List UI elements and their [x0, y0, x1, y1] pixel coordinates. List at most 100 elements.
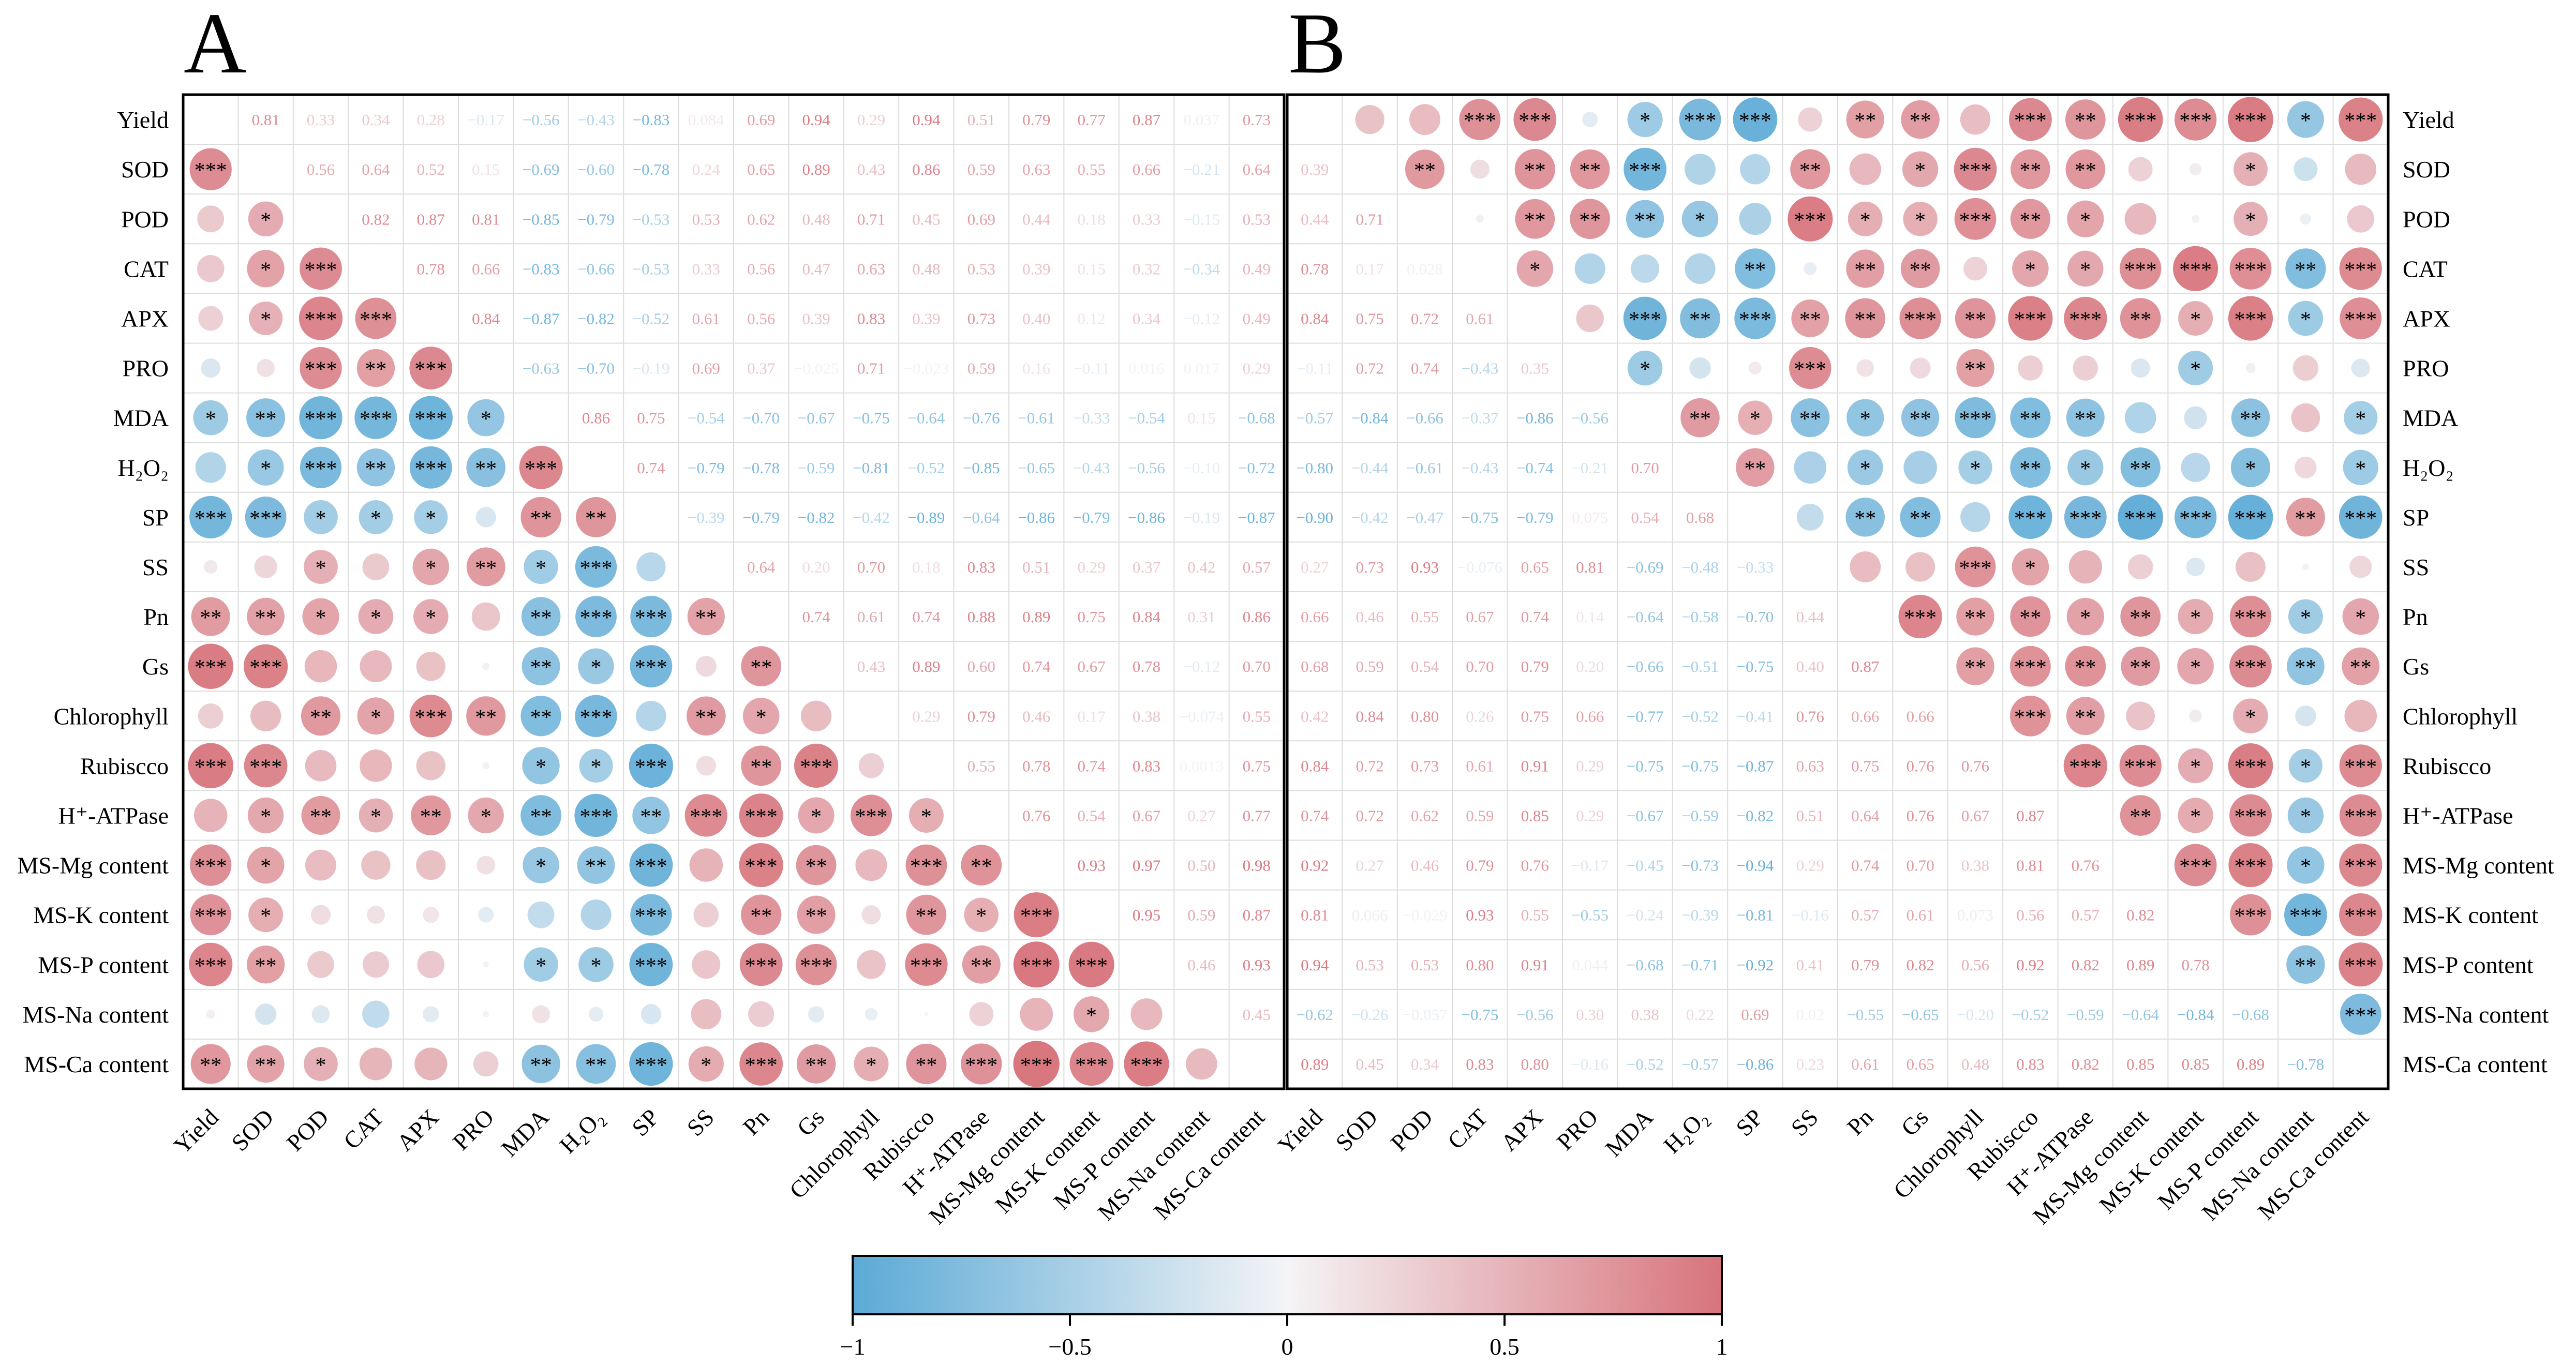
a-sig-h-atpase-apx: **: [420, 805, 442, 829]
b-coef-h-atpase-pro: 0.29: [1576, 806, 1604, 824]
b-sig-h-o-pn: *: [1860, 457, 1871, 481]
b-circle-mda-pn: [1847, 399, 1884, 437]
a-panel-border: [182, 93, 1286, 1090]
b-circle-apx-pn: [1845, 298, 1886, 339]
b-coef-gs-pn: 0.87: [1851, 657, 1879, 676]
b-circle-gs-h-atpase: [2065, 646, 2106, 687]
a-sig-ms-mg-content-mda: *: [535, 855, 546, 879]
b-sig-apx-ss: **: [1799, 308, 1821, 332]
a-coef-rubiscco-ms-ca-content: 0.75: [1243, 757, 1271, 775]
b-circle-ms-na-content-ms-ca-content: [2340, 993, 2381, 1035]
b-sig-chlorophyll-ms-p-content: *: [2245, 706, 2256, 729]
a-circle-ms-k-content-yield: [190, 894, 231, 936]
b-sig-rubiscco-h-atpase: ***: [2069, 755, 2102, 779]
a-coef-apx-chlorophyll: 0.83: [857, 309, 885, 327]
b-sig-pn-ms-ca-content: *: [2355, 606, 2366, 630]
a-sig-ms-ca-content-pod: *: [316, 1054, 326, 1077]
b-row-label-ms-k-content: MS-K content: [2403, 902, 2538, 928]
b-circle-sod-ss: [1790, 149, 1830, 189]
b-sig-apx-rubiscco: ***: [2014, 308, 2047, 332]
b-sig-pn-ms-k-content: *: [2190, 606, 2201, 630]
a-sig-h-o-sod: *: [260, 457, 271, 481]
b-coef-ss-h-o: −0.48: [1681, 558, 1719, 576]
a-circle-rubiscco-chlorophyll: [858, 753, 884, 778]
a-circle-h-atpase-cat: [359, 798, 393, 833]
b-row-label-mda: MDA: [2403, 405, 2458, 431]
a-coef-rubiscco-ms-p-content: 0.83: [1133, 757, 1160, 775]
a-sig-pn-ss: **: [695, 606, 717, 630]
a-coef-h-o-rubiscco: −0.52: [908, 459, 945, 477]
b-circle-ms-k-content-ms-ca-content: [2339, 893, 2383, 937]
b-sig-ms-k-content-ms-p-content: ***: [2235, 905, 2267, 928]
b-sig-pn-ms-mg-content: **: [2130, 606, 2151, 630]
b-sig-sod-mda: ***: [1629, 159, 1661, 183]
a-coef-pro-sp: −0.19: [633, 359, 670, 378]
b-sig-apx-chlorophyll: **: [1964, 308, 1986, 332]
b-coef-ms-p-content-h-atpase: 0.82: [2072, 956, 2099, 974]
b-circle-apx-ms-k-content: [2178, 301, 2213, 336]
a-circle-mda-cat: [354, 396, 397, 439]
b-sig-apx-ms-k-content: *: [2190, 308, 2201, 332]
a-circle-ms-k-content-ms-mg-content: [1014, 892, 1059, 938]
a-circle-ms-mg-content-ss: [689, 848, 723, 882]
a-sig-h-atpase-cat: *: [370, 805, 381, 829]
a-coef-pro-ms-k-content: −0.11: [1073, 359, 1110, 378]
b-sig-sod-apx: **: [1524, 159, 1546, 183]
a-circle-h-atpase-pro: [468, 797, 504, 834]
b-coef-ss-pro: 0.81: [1576, 558, 1604, 576]
b-coef-ms-p-content-mda: −0.68: [1627, 956, 1664, 974]
a-sig-sp-h-o: **: [585, 507, 607, 531]
a-circle-ms-na-content-apx: [423, 1006, 439, 1023]
a-circle-ms-p-content-gs: [795, 943, 837, 985]
a-sig-chlorophyll-ss: **: [695, 706, 717, 729]
b-circle-chlorophyll-ms-na-content: [2295, 706, 2316, 727]
b-coef-h-atpase-rubiscco: 0.87: [2016, 806, 2044, 824]
b-sig-sod-h-atpase: **: [2075, 159, 2096, 183]
a-circle-gs-ss: [695, 655, 717, 677]
a-coef-rubiscco-ms-na-content: 0.0013: [1180, 757, 1224, 775]
b-sig-apx-ms-mg-content: **: [2130, 308, 2151, 332]
a-coef-sod-apx: 0.52: [417, 160, 445, 178]
a-circle-gs-h-o: [578, 648, 614, 684]
b-circle-h-atpase-ms-p-content: [2229, 794, 2272, 837]
a-circle-h-atpase-yield: [193, 799, 228, 832]
a-sig-gs-h-o: *: [591, 656, 602, 680]
a-sig-ms-p-content-mda: *: [535, 954, 546, 978]
b-circle-pro-ms-k-content: [2178, 351, 2213, 386]
b-sig-yield-sp: ***: [1739, 109, 1771, 133]
b-circle-ss-gs: [1905, 552, 1935, 582]
b-coef-ms-na-content-chlorophyll: −0.20: [1957, 1006, 1994, 1024]
a-circle-chlorophyll-apx: [409, 695, 452, 738]
b-sig-apx-h-o: **: [1689, 308, 1711, 332]
b-coef-gs-ss: 0.40: [1796, 657, 1824, 676]
b-circle-sp-ms-p-content: [2228, 494, 2273, 540]
a-sig-ms-p-content-rubiscco: ***: [910, 954, 943, 978]
a-coef-ss-ms-p-content: 0.37: [1133, 558, 1160, 576]
b-coef-pn-apx: 0.74: [1521, 608, 1550, 626]
a-coef-apx-mda: −0.87: [523, 309, 560, 327]
a-coef-ss-rubiscco: 0.18: [912, 558, 940, 576]
color-scale-legend: −1 −0.5 0 0.5 1: [840, 1255, 1728, 1360]
b-circle-pro-h-atpase: [2073, 355, 2098, 381]
b-coef-ms-ca-content-ms-mg-content: 0.85: [2126, 1055, 2154, 1073]
b-sig-gs-ms-mg-content: **: [2130, 656, 2151, 680]
a-coef-cat-mda: −0.83: [523, 260, 560, 278]
a-circle-h-atpase-pn: [739, 793, 783, 837]
b-coef-sp-pod: −0.47: [1406, 508, 1443, 527]
a-coef-yield-ss: 0.084: [688, 111, 724, 129]
b-circle-yield-pn: [1846, 100, 1884, 139]
b-coef-h-o-pod: −0.61: [1406, 459, 1443, 477]
b-circle-chlorophyll-ms-p-content: [2233, 698, 2268, 734]
a-sig-pn-cat: *: [370, 606, 381, 630]
b-circle-pod-pro: [1570, 199, 1611, 239]
a-row-label-pn: Pn: [143, 604, 169, 630]
a-coef-cat-ms-mg-content: 0.39: [1022, 260, 1050, 278]
b-coef-chlorophyll-yield: 0.42: [1301, 707, 1329, 725]
a-sig-ms-k-content-sp: ***: [635, 905, 667, 928]
b-sig-pod-gs: *: [1915, 208, 1926, 232]
b-sig-ss-chlorophyll: ***: [1959, 557, 1992, 580]
b-circle-chlorophyll-h-atpase: [2066, 697, 2105, 736]
b-coef-ms-ca-content-ss: 0.23: [1796, 1055, 1824, 1073]
b-row-label-ms-na-content: MS-Na content: [2403, 1001, 2549, 1028]
b-row-label-ms-mg-content: MS-Mg content: [2403, 852, 2554, 879]
